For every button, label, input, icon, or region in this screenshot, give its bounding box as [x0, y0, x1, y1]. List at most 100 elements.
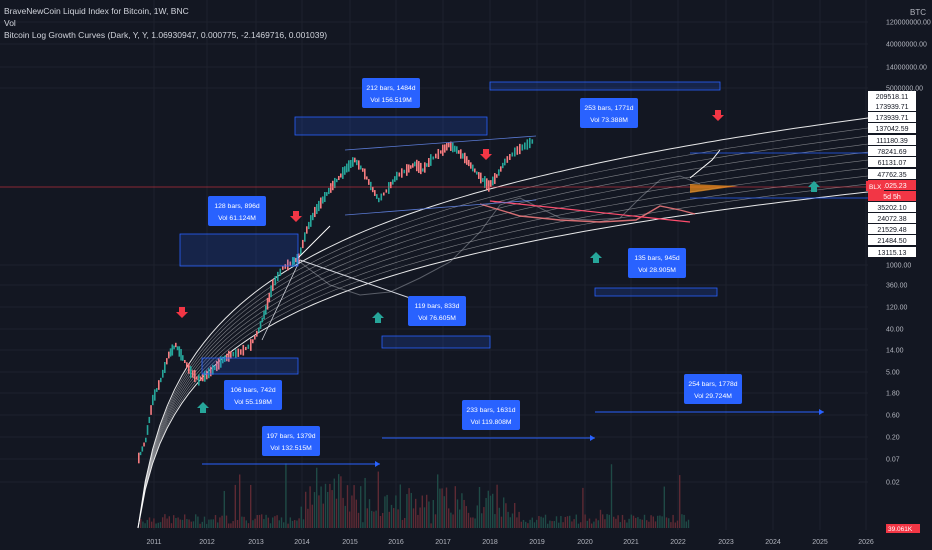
- volume-bar: [582, 487, 584, 528]
- y-tick-label: 14000000.00: [886, 65, 927, 72]
- price-candle: [287, 259, 289, 271]
- price-candle: [212, 364, 214, 375]
- price-candle: [182, 355, 184, 361]
- price-candle: [358, 160, 360, 170]
- x-tick-label: 2018: [482, 539, 498, 546]
- price-candle: [224, 355, 226, 362]
- volume-bar: [327, 491, 329, 528]
- price-candle: [274, 276, 277, 286]
- volume-bar: [225, 515, 228, 528]
- x-tick-label: 2012: [199, 539, 215, 546]
- price-candle: [516, 146, 519, 155]
- price-candle: [178, 346, 181, 357]
- volume-bar: [608, 514, 610, 528]
- volume-bar: [441, 488, 443, 528]
- volume-bar: [245, 520, 247, 528]
- volume-bar: [206, 523, 208, 528]
- volume-bar: [190, 521, 192, 528]
- volume-bar: [382, 513, 384, 528]
- price-candle: [261, 317, 264, 323]
- price-candle: [452, 142, 454, 153]
- price-candle: [454, 145, 456, 152]
- volume-bar: [252, 520, 254, 528]
- price-candle: [403, 169, 406, 174]
- price-candle: [430, 154, 432, 166]
- volume-bar: [511, 513, 514, 528]
- x-tick-label: 2021: [623, 539, 639, 546]
- price-candle: [352, 157, 354, 167]
- price-candle: [456, 146, 458, 154]
- x-tick-label: 2022: [670, 539, 686, 546]
- price-candle: [440, 150, 442, 154]
- price-candle: [396, 171, 398, 181]
- volume-bar: [536, 519, 538, 528]
- volume-bar: [338, 474, 340, 528]
- volume-bar: [258, 514, 261, 528]
- volume-bar: [584, 514, 586, 528]
- y-tick-label: 5.00: [886, 370, 900, 377]
- volume-bar: [408, 488, 410, 528]
- annotation-bars: 119 bars, 833d: [415, 303, 460, 310]
- range-box: [381, 335, 491, 349]
- volume-bar: [228, 523, 230, 528]
- price-candle: [308, 221, 310, 230]
- price-candle: [388, 182, 390, 194]
- price-candle: [332, 180, 334, 191]
- price-candle: [338, 175, 340, 181]
- volume-bar: [362, 522, 364, 528]
- annotation-box: [462, 400, 520, 430]
- volume-bar: [527, 523, 529, 528]
- volume-bar: [467, 512, 470, 528]
- volume-bar: [439, 488, 441, 528]
- volume-bar: [349, 511, 351, 528]
- price-candle: [356, 159, 358, 166]
- price-label: 78241.69: [877, 149, 906, 156]
- price-candle: [192, 370, 194, 378]
- price-candle: [498, 169, 500, 176]
- volume-bar: [151, 521, 153, 528]
- price-label-box: [868, 180, 916, 190]
- volume-bar: [529, 519, 531, 528]
- volume-bar: [428, 501, 430, 528]
- volume-bar: [177, 517, 179, 528]
- volume-bar: [665, 517, 668, 528]
- price-candle: [250, 339, 252, 351]
- price-candle: [509, 154, 511, 160]
- volume-bar: [164, 514, 166, 528]
- y-tick-label: 120000000.00: [886, 20, 931, 27]
- volume-bar: [448, 508, 450, 528]
- projection-arrow: [297, 225, 331, 259]
- volume-bar: [188, 519, 190, 528]
- volume-bar: [289, 517, 291, 528]
- annotation-bars: 212 bars, 1484d: [366, 85, 415, 92]
- price-candle: [426, 163, 428, 167]
- volume-bar: [344, 505, 346, 528]
- volume-bar: [256, 515, 258, 528]
- annotation-bars: 197 bars, 1379d: [266, 433, 315, 440]
- volume-bar: [267, 517, 269, 528]
- price-candle: [437, 148, 440, 160]
- volume-bar: [386, 494, 388, 528]
- growth-curve: [137, 191, 869, 529]
- trend-line: [299, 259, 411, 299]
- volume-bar: [485, 497, 487, 528]
- range-box: [594, 287, 718, 297]
- price-candle: [263, 310, 265, 320]
- volume-bar: [307, 508, 309, 528]
- volume-bar: [520, 521, 522, 528]
- annotation-box: [362, 78, 420, 108]
- x-tick-label: 2013: [248, 539, 264, 546]
- volume-bar: [375, 510, 377, 528]
- volume-bar: [417, 514, 419, 528]
- volume-bar: [610, 464, 613, 528]
- growth-curve: [137, 159, 869, 529]
- volume-bar: [434, 514, 437, 528]
- volume-bar: [175, 517, 177, 528]
- price-candle: [300, 247, 302, 255]
- price-candle: [256, 330, 258, 337]
- price-candle: [279, 268, 282, 276]
- price-candle: [410, 165, 412, 169]
- volume-bar: [551, 521, 553, 528]
- price-candle: [214, 365, 216, 371]
